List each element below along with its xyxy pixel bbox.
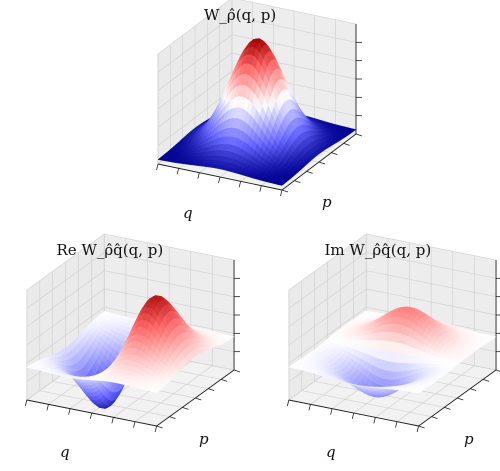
p-axis-tick <box>331 153 337 155</box>
p-axis-tick <box>419 426 425 428</box>
p-axis-label: p <box>464 430 474 448</box>
q-axis-tick <box>177 168 179 174</box>
p-axis-tick <box>457 398 463 400</box>
surface-plot-2 <box>287 234 500 432</box>
q-axis-tick <box>352 413 354 419</box>
q-axis-tick <box>331 409 333 415</box>
q-axis-tick <box>239 181 241 187</box>
plot-title-real-part: Re W_ρ̂q̂(q, p) <box>57 241 164 259</box>
q-axis-tick <box>25 400 27 406</box>
p-axis-tick <box>470 389 476 391</box>
p-axis-tick <box>319 162 325 164</box>
p-axis-tick <box>356 134 362 136</box>
surface-plot-1 <box>25 234 240 432</box>
q-axis-tick <box>287 400 289 406</box>
p-axis-tick <box>483 379 489 381</box>
p-axis-tick <box>157 426 163 428</box>
plot-title-wigner: W_ρ̂(q, p) <box>204 6 276 24</box>
q-axis-tick <box>281 190 283 196</box>
q-axis-tick <box>374 417 376 423</box>
q-axis-tick <box>69 409 71 415</box>
plot-title-imag-part: Im W_ρ̂q̂(q, p) <box>325 241 432 259</box>
p-axis-tick <box>344 143 350 145</box>
q-axis-tick <box>260 186 262 192</box>
q-axis-tick <box>219 177 221 183</box>
q-axis-tick <box>133 422 135 428</box>
q-axis-tick <box>198 173 200 179</box>
q-axis-label: q <box>326 443 336 461</box>
p-axis-tick <box>496 370 500 372</box>
p-axis-tick <box>208 389 214 391</box>
p-axis-tick <box>170 417 176 419</box>
q-axis-tick <box>112 417 114 423</box>
p-axis-label: p <box>199 430 209 448</box>
q-axis-tick <box>157 164 159 170</box>
p-axis-label: p <box>322 193 332 211</box>
p-axis-tick <box>221 379 227 381</box>
q-axis-tick <box>309 404 311 410</box>
q-axis-tick <box>90 413 92 419</box>
p-axis-tick <box>234 370 240 372</box>
p-axis-tick <box>444 407 450 409</box>
surface-plot-0 <box>157 0 363 196</box>
q-axis-label: q <box>60 443 70 461</box>
p-axis-tick <box>432 417 438 419</box>
q-axis-label: q <box>183 204 193 222</box>
q-axis-tick <box>395 422 397 428</box>
p-axis-tick <box>282 190 288 192</box>
q-axis-tick <box>417 426 419 432</box>
q-axis-tick <box>155 426 157 432</box>
p-axis-tick <box>182 407 188 409</box>
q-axis-tick <box>47 404 49 410</box>
p-axis-tick <box>307 171 313 173</box>
p-axis-tick <box>195 398 201 400</box>
p-axis-tick <box>294 181 300 183</box>
